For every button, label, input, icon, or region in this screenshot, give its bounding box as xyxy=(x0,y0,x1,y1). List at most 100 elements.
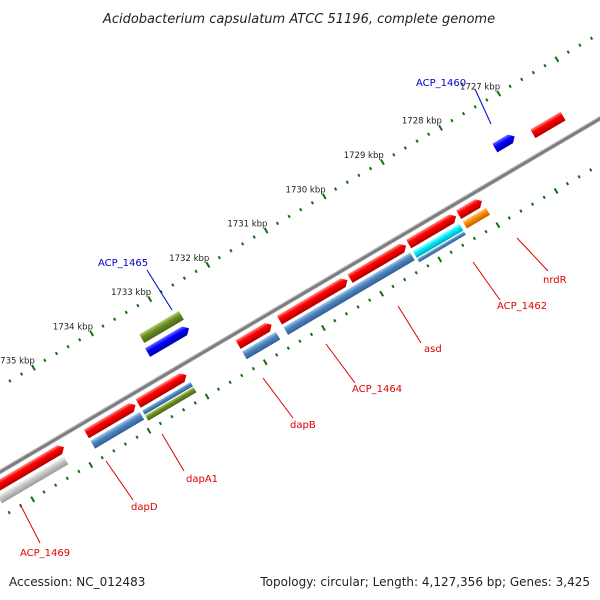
outer-major-tick xyxy=(263,227,269,234)
inner-minor-tick xyxy=(54,483,58,487)
outer-minor-tick xyxy=(101,324,105,328)
inner-major-tick xyxy=(321,324,326,332)
label-asd[interactable]: asd xyxy=(424,344,442,355)
inner-major-tick xyxy=(88,461,94,469)
gene-acp-1460-arrow[interactable] xyxy=(492,132,517,153)
outer-minor-tick xyxy=(566,50,570,54)
gene-acp-1469-red[interactable] xyxy=(0,443,67,494)
gene-dapa1-olive[interactable] xyxy=(145,387,197,421)
acp-1465-line xyxy=(146,269,173,311)
outer-minor-tick xyxy=(299,207,303,212)
gene-dapd-red[interactable] xyxy=(83,401,138,439)
outer-minor-tick xyxy=(485,98,489,102)
gene-nrdr-orange[interactable] xyxy=(462,207,491,229)
inner-minor-tick xyxy=(112,449,116,453)
outer-major-tick xyxy=(205,261,211,268)
gene-acp-1462-steel[interactable] xyxy=(417,231,466,263)
gene-asd-steel[interactable] xyxy=(283,252,415,335)
label-acp-1460[interactable]: ACP_1460 xyxy=(416,78,466,89)
gene-acp-1465-arrow[interactable] xyxy=(145,324,191,357)
gene-dapd-steel[interactable] xyxy=(90,411,145,449)
outer-minor-tick xyxy=(287,214,291,219)
inner-minor-tick xyxy=(368,298,372,302)
outer-minor-tick xyxy=(403,146,408,150)
gene-acp-1462-cyan[interactable] xyxy=(412,223,464,258)
label-dapb[interactable]: dapB xyxy=(290,420,316,431)
gene-dapa1-steel[interactable] xyxy=(142,381,193,415)
inner-major-tick xyxy=(495,222,501,229)
label-nrdr[interactable]: nrdR xyxy=(543,275,567,286)
outer-minor-tick xyxy=(124,310,128,315)
label-dapa1[interactable]: dapA1 xyxy=(186,474,218,485)
label-acp-1462[interactable]: ACP_1462 xyxy=(497,301,547,312)
kbp-label-row: 1727 kbp 1728 kbp 1729 kbp 1730 kbp 1731 kbp… xyxy=(0,82,500,366)
inner-minor-tick xyxy=(100,455,104,460)
outer-minor-tick xyxy=(310,200,314,205)
gene-red-far-right[interactable] xyxy=(530,111,566,139)
label-dapd[interactable]: dapD xyxy=(131,502,158,513)
outer-major-tick xyxy=(554,56,560,63)
outer-minor-tick xyxy=(334,187,338,191)
inner-minor-tick xyxy=(135,435,139,439)
outer-minor-tick xyxy=(19,372,24,376)
outer-major-tick xyxy=(147,296,153,303)
outer-minor-tick xyxy=(461,111,466,116)
outer-minor-tick xyxy=(473,105,477,109)
inner-minor-tick xyxy=(589,168,593,172)
inner-minor-tick xyxy=(507,216,511,220)
outer-major-tick xyxy=(89,330,94,337)
label-acp-1465[interactable]: ACP_1465 xyxy=(98,258,148,269)
gene-olive-outer[interactable] xyxy=(139,311,184,343)
gene-asd-red[interactable] xyxy=(347,241,409,283)
outer-major-tick xyxy=(31,364,36,371)
label-acp-1464[interactable]: ACP_1464 xyxy=(352,384,402,395)
inner-minor-tick xyxy=(123,442,128,446)
inner-major-tick xyxy=(30,496,36,503)
kbp-label: 1732 kbp xyxy=(169,254,209,264)
inner-minor-tick xyxy=(42,490,46,494)
outer-minor-tick xyxy=(194,269,198,274)
gene-acp-1462-red[interactable] xyxy=(406,212,458,249)
gene-dapa1-red[interactable] xyxy=(135,371,189,408)
nrdr-line xyxy=(516,237,549,272)
inner-minor-tick xyxy=(426,264,430,268)
inner-minor-tick xyxy=(298,339,302,344)
genome-backbone xyxy=(0,81,600,512)
outer-minor-tick xyxy=(8,379,12,383)
outer-minor-tick xyxy=(217,255,221,260)
gene-acp-1469-silver[interactable] xyxy=(0,456,69,504)
gene-dapb-steel[interactable] xyxy=(242,331,281,360)
outer-tick-row xyxy=(8,36,594,383)
inner-major-tick xyxy=(204,393,210,400)
inner-minor-tick xyxy=(414,270,418,275)
outer-minor-tick xyxy=(78,338,82,342)
outer-minor-tick xyxy=(508,84,512,89)
inner-minor-tick xyxy=(309,332,314,337)
outer-major-tick xyxy=(380,158,385,166)
acp-1469-line xyxy=(19,503,41,544)
inner-major-tick xyxy=(379,290,384,297)
kbp-label: 1728 kbp xyxy=(402,117,442,127)
outer-major-tick xyxy=(321,193,327,200)
outer-minor-tick xyxy=(171,283,175,287)
inner-minor-tick xyxy=(158,421,162,426)
outer-minor-tick xyxy=(531,70,535,75)
inner-minor-tick xyxy=(519,209,523,213)
inner-minor-tick xyxy=(181,407,186,412)
inner-minor-tick xyxy=(344,312,349,316)
inner-minor-tick xyxy=(565,181,570,186)
gene-dapb-red[interactable] xyxy=(235,321,275,349)
map-title: Acidobacterium capsulatum ATCC 51196, co… xyxy=(102,12,495,27)
inner-minor-tick xyxy=(402,277,407,282)
gene-nrdr-red[interactable] xyxy=(456,197,484,219)
outer-minor-tick xyxy=(415,139,419,143)
kbp-label: 1734 kbp xyxy=(53,322,93,332)
dapa1-line xyxy=(161,433,185,472)
accession-text: Accession: NC_012483 xyxy=(9,575,145,589)
inner-minor-tick xyxy=(484,229,488,234)
gene-acp-1464-red[interactable] xyxy=(276,276,350,325)
label-acp-1469[interactable]: ACP_1469 xyxy=(20,548,70,559)
inner-minor-tick xyxy=(251,366,256,371)
inner-major-tick xyxy=(437,256,443,263)
